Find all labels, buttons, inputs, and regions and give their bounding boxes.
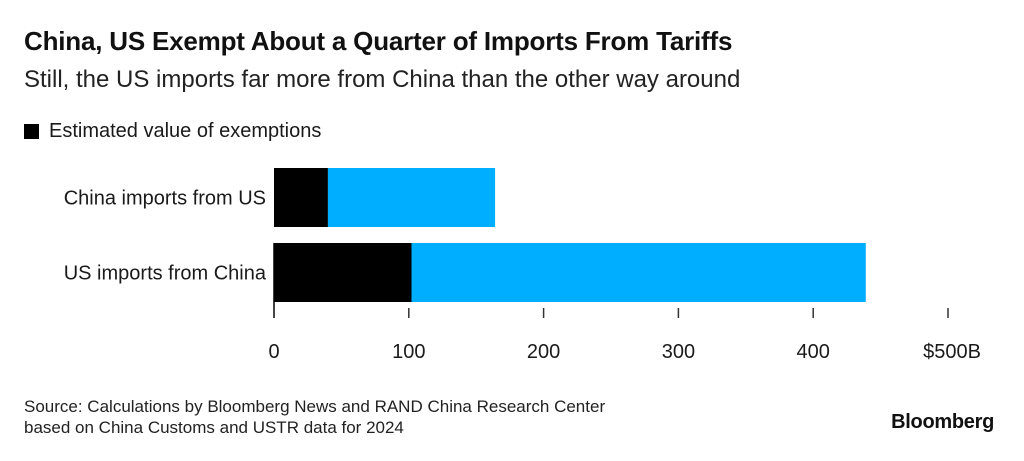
legend-label-exemptions: Estimated value of exemptions — [49, 120, 322, 142]
source-note: Source: Calculations by Bloomberg News a… — [24, 396, 605, 438]
bloomberg-logo: Bloomberg — [891, 411, 994, 433]
x-tick-label-5: $500B — [923, 341, 981, 363]
source-line-1: Source: Calculations by Bloomberg News a… — [24, 397, 606, 416]
chart-title: China, US Exempt About a Quarter of Impo… — [24, 26, 733, 56]
bar-chart: China imports from US US imports from Chi… — [64, 168, 981, 363]
bar-other-2 — [411, 243, 866, 302]
category-label-1: China imports from US — [64, 188, 266, 210]
category-label-2: US imports from China — [64, 263, 267, 285]
x-tick-label-0: 0 — [268, 341, 279, 363]
x-tick-label-1: 100 — [392, 341, 425, 363]
bar-exempt-1 — [274, 168, 328, 227]
legend: Estimated value of exemptions — [24, 120, 321, 143]
legend-swatch-exemptions — [24, 124, 39, 139]
chart-subtitle: Still, the US imports far more from Chin… — [24, 66, 741, 93]
bar-other-1 — [327, 168, 496, 227]
x-tick-label-4: 400 — [797, 341, 830, 363]
bar-exempt-2 — [274, 243, 412, 302]
x-tick-label-2: 200 — [527, 341, 560, 363]
x-tick-label-3: 300 — [662, 341, 695, 363]
source-line-2: based on China Customs and USTR data for… — [24, 418, 404, 437]
